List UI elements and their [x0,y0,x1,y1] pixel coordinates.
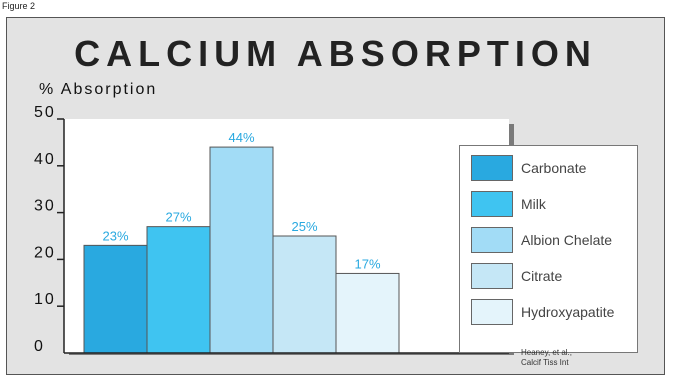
legend-label: Hydroxyapatite [521,304,615,320]
source-citation: Heaney, et al., Calcif Tiss Int [521,348,572,368]
legend-label: Milk [521,196,546,212]
value-label: 27% [165,210,191,225]
figure-label: Figure 2 [2,1,36,11]
bar-chart: 23% 27% 44% 25% 17% 0 10 20 30 40 50 [34,104,514,355]
legend-item: Hydroxyapatite [471,299,637,325]
legend-label: Albion Chelate [521,232,613,248]
bar-hydroxyapatite [335,272,400,354]
y-tick-label: 20 [34,244,56,261]
value-label: 23% [102,228,128,243]
source-line-2: Calcif Tiss Int [521,358,569,367]
value-label: 17% [354,256,380,271]
legend-label: Citrate [521,268,563,284]
y-tick-label: 10 [34,291,56,308]
legend-swatch [471,155,513,181]
chart-frame: CALCIUM ABSORPTION % Absorption 23% 27% 44… [6,17,665,375]
legend-swatch [471,191,513,217]
bar-carbonate [83,244,148,354]
bar-milk [146,226,211,354]
legend-item: Citrate [471,263,637,289]
legend-swatch [471,227,513,253]
value-label: 44% [228,130,254,145]
legend-item: Carbonate [471,155,637,181]
y-tick-label: 0 [34,338,45,355]
y-tick-label: 30 [34,198,56,215]
y-tick-label: 40 [34,151,56,168]
legend-swatch [471,263,513,289]
bar-citrate [272,235,337,354]
chart-title: CALCIUM ABSORPTION [74,33,597,74]
legend-label: Carbonate [521,160,587,176]
source-line-1: Heaney, et al., [521,348,572,357]
bar-albion-chelate [209,146,274,354]
legend-item: Milk [471,191,637,217]
y-tick-label: 50 [34,104,56,121]
y-axis-label: % Absorption [39,81,158,98]
legend-item: Albion Chelate [471,227,637,253]
value-label: 25% [291,219,317,234]
legend-swatch [471,299,513,325]
legend: Carbonate Milk Albion Chelate Citrate Hydrox… [459,145,638,353]
